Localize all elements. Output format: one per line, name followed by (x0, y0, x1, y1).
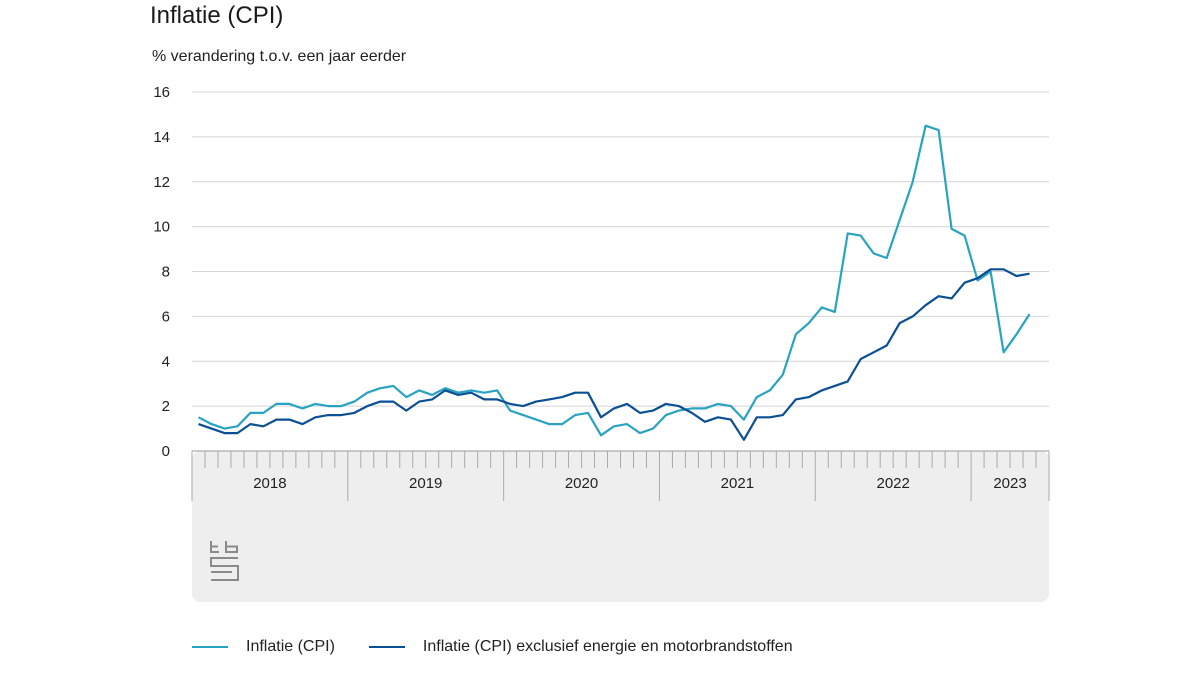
y-tick-label: 4 (162, 353, 170, 370)
x-tick-label: 2022 (876, 475, 909, 492)
y-axis-label: % verandering t.o.v. een jaar eerder (152, 48, 407, 65)
legend-item-cpi-excl-energy[interactable]: Inflatie (CPI) exclusief energie en moto… (368, 638, 793, 656)
series-line-cpi (197, 124, 1031, 437)
y-tick-label: 8 (162, 264, 170, 281)
x-tick-label: 2019 (409, 475, 442, 492)
legend-label-cpi: Inflatie (CPI) (246, 638, 335, 655)
y-tick-label: 12 (153, 174, 170, 191)
legend: Inflatie (CPI) Inflatie (CPI) exclusief … (192, 638, 827, 656)
y-tick-label: 2 (162, 398, 170, 415)
y-tick-label: 10 (153, 219, 170, 236)
chart-title: Inflatie (CPI) (150, 2, 284, 29)
legend-item-cpi[interactable]: Inflatie (CPI) (192, 638, 335, 656)
series-layer (197, 124, 1031, 441)
x-axis-band (192, 451, 1049, 602)
x-tick-label: 2023 (993, 475, 1026, 492)
legend-label-cpi-excl-energy: Inflatie (CPI) exclusief energie en moto… (422, 638, 793, 655)
y-tick-label: 14 (153, 129, 170, 146)
cbs-logo (210, 541, 239, 581)
y-tick-label: 6 (162, 308, 170, 325)
legend-swatch-cpi-excl-energy (368, 646, 405, 648)
y-tick-label: 16 (153, 84, 170, 101)
series-line-cpi-excl-energy (198, 268, 1030, 441)
legend-swatch-cpi (192, 646, 228, 648)
x-tick-label: 2020 (565, 475, 598, 492)
x-tick-label: 2021 (721, 475, 754, 492)
x-tick-label: 2018 (253, 475, 286, 492)
x-axis: 2018 2019 2020 2021 2022 2023 (191, 451, 1050, 501)
y-tick-label: 0 (162, 443, 170, 460)
